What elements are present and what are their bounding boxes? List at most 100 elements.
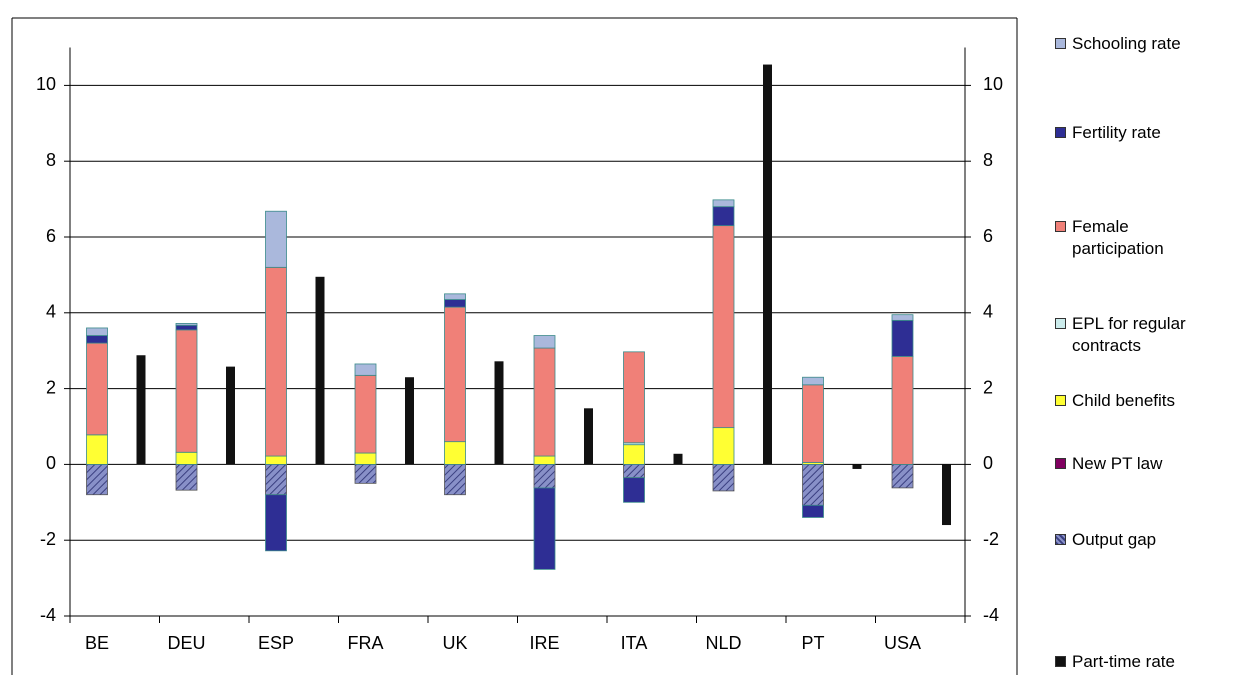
- y-tick-label: 8: [46, 150, 56, 170]
- bar-segment: [802, 384, 824, 463]
- x-tick-label: USA: [884, 633, 921, 653]
- x-tick-label: PT: [801, 633, 824, 653]
- y2-tick-label: 6: [983, 226, 993, 246]
- bar-segment: [891, 314, 914, 321]
- bar-segment: [265, 210, 287, 268]
- bar-segment: [265, 463, 287, 496]
- bar-segment: [623, 463, 645, 479]
- bar-segment: [623, 477, 645, 503]
- bar-segment: [623, 351, 645, 444]
- legend-swatch: [1055, 395, 1066, 406]
- y2-tick-label: 4: [983, 302, 993, 322]
- bar-segment: [712, 427, 735, 465]
- bar-segment: [533, 463, 556, 489]
- legend-swatch: [1055, 38, 1066, 49]
- bar-segment: [802, 376, 824, 386]
- legend-label: EPL for regular contracts: [1072, 314, 1186, 355]
- bar-segment: [265, 455, 287, 465]
- bar-segment: [712, 199, 735, 208]
- y2-tick-label: -2: [983, 529, 999, 549]
- bar: [852, 464, 862, 469]
- bar-segment: [354, 463, 377, 484]
- bar-segment: [891, 319, 914, 357]
- bar-segment: [802, 463, 824, 506]
- bar-segment: [175, 451, 198, 465]
- y2-tick-label: 8: [983, 150, 993, 170]
- bar: [763, 64, 772, 465]
- bar-segment: [444, 463, 466, 496]
- bar: [315, 276, 325, 465]
- y-tick-label: -4: [40, 605, 56, 625]
- bar-segment: [354, 363, 377, 376]
- y-tick-label: 4: [46, 302, 56, 322]
- bar: [942, 464, 951, 526]
- y-tick-label: 6: [46, 226, 56, 246]
- legend-label: Schooling rate: [1072, 34, 1181, 53]
- y-tick-label: 10: [36, 74, 56, 94]
- x-tick-label: DEU: [167, 633, 205, 653]
- bar-segment: [533, 455, 556, 465]
- bar-segment: [86, 342, 108, 436]
- bar-segment: [175, 324, 198, 331]
- y2-tick-label: -4: [983, 605, 999, 625]
- bar-segment: [802, 504, 824, 518]
- x-tick-label: FRA: [348, 633, 384, 653]
- y-tick-label: 2: [46, 377, 56, 397]
- bar-segment: [533, 487, 556, 570]
- y2-tick-label: 2: [983, 377, 993, 397]
- x-tick-label: ESP: [258, 633, 294, 653]
- bar-segment: [265, 494, 287, 552]
- bar-segment: [444, 299, 466, 308]
- bar-segment: [712, 463, 735, 492]
- x-tick-label: UK: [442, 633, 467, 653]
- legend-label: Female participation: [1072, 217, 1164, 258]
- bar-segment: [444, 441, 466, 465]
- bar-segment: [712, 206, 735, 227]
- bar-segment: [265, 266, 287, 457]
- bar: [136, 355, 146, 465]
- bar-segment: [533, 335, 556, 349]
- legend-swatch: [1055, 458, 1066, 469]
- y2-tick-label: 10: [983, 74, 1003, 94]
- bar: [405, 377, 414, 465]
- bar-segment: [623, 444, 645, 465]
- bar-segment: [712, 225, 735, 429]
- bar: [226, 366, 235, 465]
- bar-segment: [175, 329, 198, 453]
- x-tick-label: IRE: [529, 633, 559, 653]
- bar-segment: [86, 434, 108, 465]
- legend-label: Child benefits: [1072, 391, 1176, 410]
- legend-swatch: [1055, 534, 1066, 545]
- x-tick-label: NLD: [705, 633, 741, 653]
- x-tick-label: BE: [85, 633, 109, 653]
- bar-segment: [86, 463, 108, 496]
- bar-segment: [86, 335, 108, 344]
- bar: [584, 408, 593, 465]
- legend-label: Output gap: [1072, 530, 1157, 549]
- bar-segment: [175, 323, 198, 326]
- bar-segment: [444, 293, 466, 300]
- bar-segment: [175, 463, 198, 491]
- bar-segment: [354, 374, 377, 454]
- y-tick-label: -2: [40, 529, 56, 549]
- legend-label: New PT law: [1072, 454, 1163, 473]
- legend-label: Part-time rate: [1072, 652, 1175, 671]
- y2-tick-label: 0: [983, 453, 993, 473]
- bar-segment: [86, 327, 108, 336]
- legend-swatch: [1055, 656, 1066, 667]
- bar-segment: [354, 452, 377, 465]
- legend-swatch: [1055, 318, 1066, 329]
- legend-swatch: [1055, 221, 1066, 232]
- x-tick-label: ITA: [621, 633, 648, 653]
- legend-label: Fertility rate: [1072, 123, 1161, 142]
- bar-segment: [891, 355, 914, 465]
- y-tick-label: 0: [46, 453, 56, 473]
- bar: [673, 453, 683, 465]
- legend-swatch: [1055, 127, 1066, 138]
- bar-segment: [444, 306, 466, 443]
- bar: [494, 361, 504, 465]
- bar-segment: [891, 463, 914, 489]
- bar-segment: [533, 347, 556, 457]
